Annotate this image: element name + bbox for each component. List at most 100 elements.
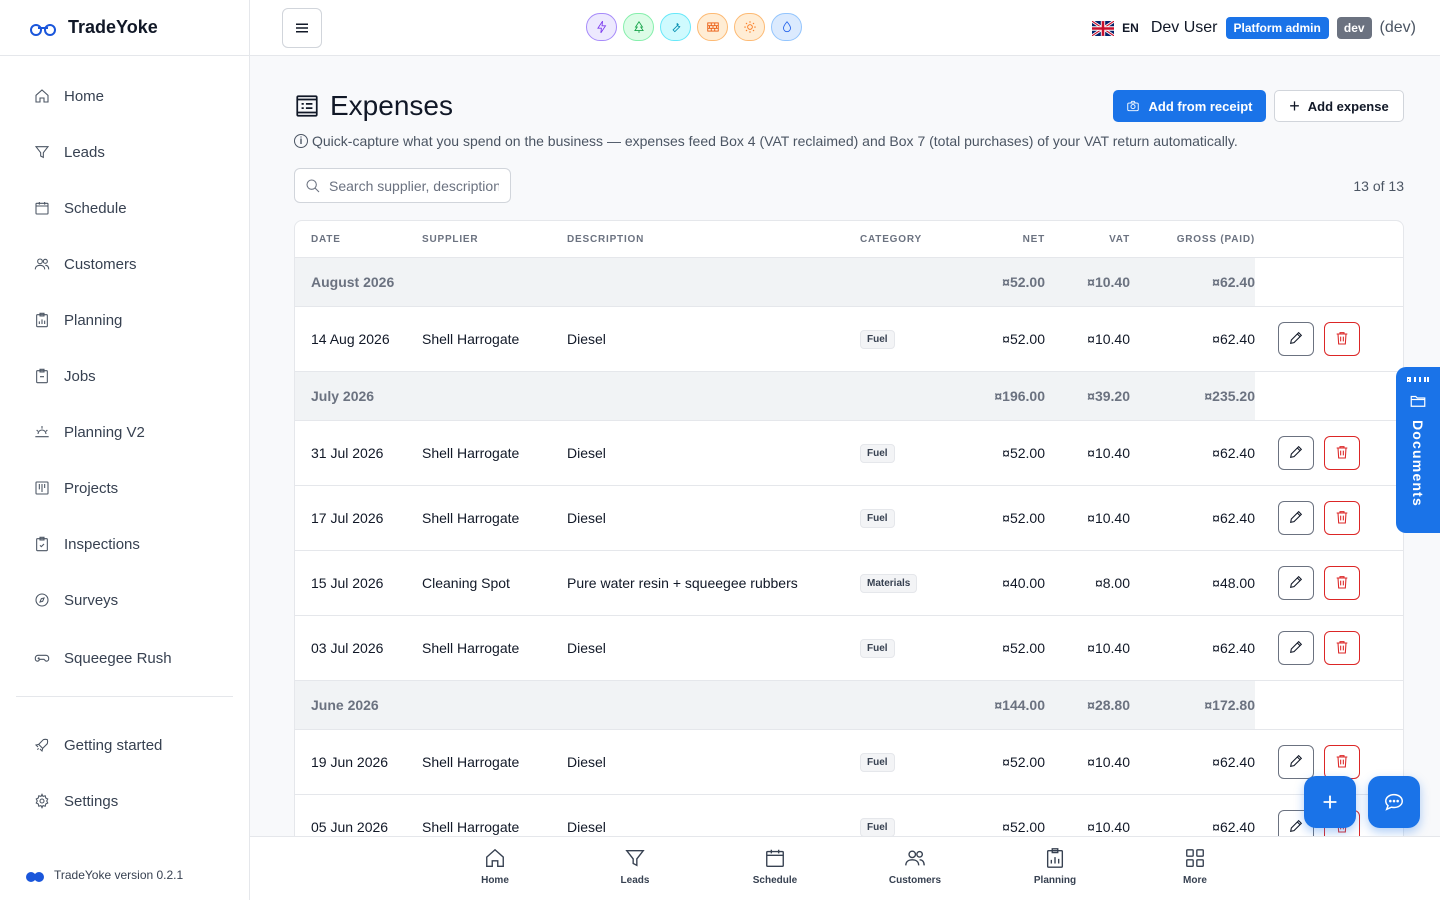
trash-icon — [1334, 753, 1350, 772]
table-row[interactable]: 19 Jun 2026 Shell Harrogate Diesel Fuel ¤52.… — [295, 730, 1403, 795]
edit-button[interactable] — [1278, 566, 1314, 600]
cell-vat: ¤10.40 — [1087, 640, 1130, 656]
bottom-nav-leads[interactable]: Leads — [595, 847, 675, 886]
group-vat-total: ¤10.40 — [1087, 274, 1130, 290]
sidebar-item-label: Customers — [64, 255, 137, 273]
bottom-nav-customers[interactable]: Customers — [875, 847, 955, 886]
cell-gross: ¤62.40 — [1212, 819, 1255, 835]
quick-add-button[interactable] — [1304, 776, 1356, 828]
cell-net: ¤52.00 — [1002, 640, 1045, 656]
bottom-nav-home[interactable]: Home — [455, 847, 535, 886]
cell-gross: ¤62.40 — [1212, 640, 1255, 656]
sidebar-item-surveys[interactable]: Surveys — [0, 572, 249, 628]
group-vat-total: ¤39.20 — [1087, 388, 1130, 404]
sidebar-item-customers[interactable]: Customers — [0, 236, 249, 292]
app-electrical[interactable] — [586, 13, 617, 41]
sidebar-item-inspections[interactable]: Inspections — [0, 516, 249, 572]
group-gross-total: ¤172.80 — [1204, 697, 1255, 713]
table-row[interactable]: 03 Jul 2026 Shell Harrogate Diesel Fuel ¤52.… — [295, 616, 1403, 681]
sidebar-item-projects[interactable]: Projects — [0, 460, 249, 516]
cell-net: ¤52.00 — [1002, 331, 1045, 347]
bottom-nav-more[interactable]: More — [1155, 847, 1235, 886]
col-description[interactable]: DESCRIPTION — [567, 233, 645, 245]
col-net[interactable]: NET — [1022, 233, 1045, 245]
col-gross[interactable]: GROSS (PAID) — [1176, 233, 1255, 245]
bottom-nav-label: More — [1183, 875, 1207, 886]
edit-button[interactable] — [1278, 631, 1314, 665]
users-icon — [34, 256, 50, 272]
hamburger-icon — [296, 23, 308, 33]
bottom-nav-planning[interactable]: Planning — [1015, 847, 1095, 886]
camera-icon — [1127, 100, 1140, 112]
month-group-row: August 2026 ¤52.00 ¤10.40 ¤62.40 — [295, 257, 1403, 307]
documents-tab[interactable]: Documents — [1396, 367, 1440, 533]
sidebar-item-label: Home — [64, 87, 105, 105]
table-row[interactable]: 17 Jul 2026 Shell Harrogate Diesel Fuel ¤52.… — [295, 486, 1403, 551]
col-date[interactable]: DATE — [311, 233, 341, 245]
edit-button[interactable] — [1278, 745, 1314, 779]
pencil-icon — [1288, 574, 1304, 593]
group-net-total: ¤144.00 — [994, 697, 1045, 713]
sidebar-item-settings[interactable]: Settings — [0, 773, 249, 829]
brand[interactable]: TradeYoke — [0, 0, 249, 56]
table-row[interactable]: 14 Aug 2026 Shell Harrogate Diesel Fuel ¤52.… — [295, 307, 1403, 372]
menu-toggle-button[interactable] — [282, 8, 322, 48]
delete-button[interactable] — [1324, 436, 1360, 470]
app-plumbing[interactable] — [660, 13, 691, 41]
cell-description: Diesel — [567, 331, 606, 347]
cell-date: 15 Jul 2026 — [311, 575, 384, 591]
edit-button[interactable] — [1278, 436, 1314, 470]
col-category[interactable]: CATEGORY — [860, 233, 922, 245]
cell-vat: ¤10.40 — [1087, 445, 1130, 461]
edit-button[interactable] — [1278, 322, 1314, 356]
sidebar-item-label: Surveys — [64, 591, 119, 609]
delete-button[interactable] — [1324, 745, 1360, 779]
app-building[interactable] — [697, 13, 728, 41]
sidebar-item-jobs[interactable]: Jobs — [0, 348, 249, 404]
sidebar-item-squeegee-rush[interactable]: Squeegee Rush — [0, 630, 249, 686]
cell-supplier: Cleaning Spot — [422, 575, 510, 591]
sidebar-item-label: Squeegee Rush — [64, 649, 172, 667]
app-water[interactable] — [771, 13, 802, 41]
col-supplier[interactable]: SUPPLIER — [422, 233, 479, 245]
table-row[interactable]: 31 Jul 2026 Shell Harrogate Diesel Fuel ¤52.… — [295, 421, 1403, 486]
col-vat[interactable]: VAT — [1109, 233, 1130, 245]
add-from-receipt-button[interactable]: Add from receipt — [1113, 90, 1266, 122]
add-expense-button[interactable]: + Add expense — [1274, 90, 1404, 122]
bottom-nav-label: Planning — [1033, 875, 1077, 886]
category-tag: Fuel — [860, 639, 895, 658]
sidebar-item-home[interactable]: Home — [0, 68, 249, 124]
pencil-icon — [1288, 444, 1304, 463]
drag-handle-icon[interactable] — [1407, 377, 1429, 382]
app-garden[interactable] — [623, 13, 654, 41]
version-text: TradeYoke version 0.2.1 — [54, 868, 184, 882]
sidebar-item-getting-started[interactable]: Getting started — [0, 717, 249, 773]
receipt-icon — [296, 95, 318, 117]
delete-button[interactable] — [1324, 322, 1360, 356]
edit-button[interactable] — [1278, 501, 1314, 535]
delete-button[interactable] — [1324, 631, 1360, 665]
table-row[interactable]: 15 Jul 2026 Cleaning Spot Pure water resin… — [295, 551, 1403, 616]
page-subtitle: i Quick-capture what you spend on the bu… — [294, 133, 1238, 149]
bottom-nav-schedule[interactable]: Schedule — [735, 847, 815, 886]
app-solar[interactable] — [734, 13, 765, 41]
delete-button[interactable] — [1324, 566, 1360, 600]
sidebar-item-label: Projects — [64, 479, 119, 497]
cell-gross: ¤62.40 — [1212, 445, 1255, 461]
delete-button[interactable] — [1324, 501, 1360, 535]
sidebar-item-leads[interactable]: Leads — [0, 124, 249, 180]
sidebar-item-schedule[interactable]: Schedule — [0, 180, 249, 236]
sidebar-item-planning-v2[interactable]: Planning V2 — [0, 404, 249, 460]
sidebar-item-planning[interactable]: Planning — [0, 292, 249, 348]
topbar: EN Dev User Platform admin dev (dev) — [250, 0, 1440, 56]
search-input[interactable] — [329, 177, 499, 194]
compass-icon — [34, 592, 50, 608]
language-code[interactable]: EN — [1122, 21, 1139, 35]
env-badge: dev — [1336, 17, 1372, 39]
plus-icon: + — [1289, 96, 1300, 116]
chat-button[interactable] — [1368, 776, 1420, 828]
user-name[interactable]: Dev User — [1150, 19, 1218, 36]
uk-flag-icon[interactable] — [1092, 20, 1115, 36]
role-badge: Platform admin — [1225, 17, 1329, 39]
cell-net: ¤52.00 — [1002, 819, 1045, 835]
